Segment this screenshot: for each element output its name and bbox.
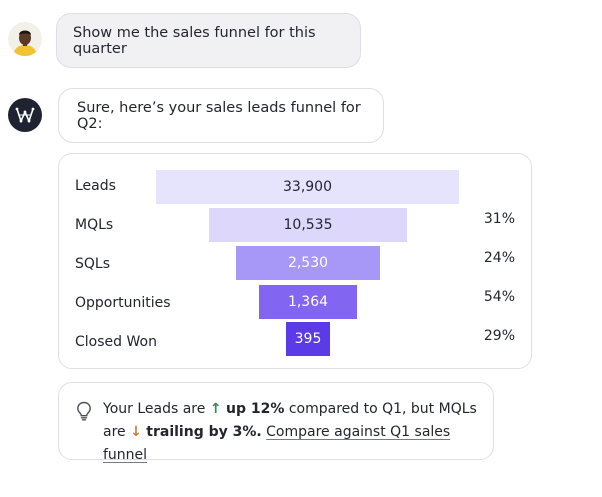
funnel-bar-opportunities[interactable]: 1,364	[259, 285, 357, 319]
funnel-stage-label-mqls: MQLs	[75, 217, 114, 233]
assistant-logo-icon	[8, 98, 42, 132]
funnel-bar-value-opportunities: 1,364	[287, 294, 329, 310]
compare-q1-funnel-link[interactable]: Compare against Q1 sales funnel	[103, 424, 451, 463]
insight-text-part1: Your Leads are	[103, 401, 206, 417]
funnel-bar-closed-won[interactable]: 395	[286, 322, 330, 356]
funnel-stage-label-opportunities: Opportunities	[75, 295, 171, 311]
insight-card: Your Leads are ↑ up 12% compared to Q1, …	[58, 382, 494, 463]
insight-text-part2: compared to Q1, but MQLs are	[103, 401, 477, 440]
funnel-conversion-sqls: 24%	[483, 250, 515, 266]
user-avatar	[8, 22, 42, 56]
arrow-up-icon: ↑	[209, 401, 222, 417]
funnel-bar-sqls[interactable]: 2,530	[236, 246, 380, 280]
funnel-bar-value-sqls: 2,530	[287, 255, 329, 271]
funnel-conversion-closed-won: 29%	[483, 328, 515, 344]
funnel-bar-mqls[interactable]: 10,535	[209, 208, 407, 242]
funnel-bar-value-closed-won: 395	[294, 331, 322, 347]
assistant-message-bubble: Sure, here’s your sales leads funnel for…	[58, 88, 384, 143]
insight-text: Your Leads are ↑ up 12% compared to Q1, …	[103, 398, 488, 467]
funnel-bar-value-leads: 33,900	[283, 179, 332, 195]
insight-up-value: up 12%	[226, 401, 285, 417]
lightbulb-icon	[76, 401, 92, 425]
funnel-conversion-opportunities: 54%	[483, 289, 515, 305]
funnel-stage-label-sqls: SQLs	[75, 256, 110, 272]
funnel-stage-label-leads: Leads	[75, 178, 116, 194]
arrow-down-icon: ↓	[130, 424, 142, 440]
assistant-message-text: Sure, here’s your sales leads funnel for…	[77, 99, 361, 132]
user-message-bubble: Show me the sales funnel for this quarte…	[56, 13, 361, 68]
user-message-text: Show me the sales funnel for this quarte…	[73, 24, 316, 57]
insight-down-value: trailing by 3%.	[146, 424, 262, 440]
funnel-conversion-mqls: 31%	[483, 211, 515, 227]
funnel-stage-label-closed-won: Closed Won	[75, 334, 157, 350]
funnel-bar-value-mqls: 10,535	[283, 217, 333, 233]
sales-funnel-card: Leads 33,900 MQLs 10,535 31% SQLs 2,530 …	[58, 153, 532, 369]
funnel-bar-leads[interactable]: 33,900	[156, 170, 459, 204]
